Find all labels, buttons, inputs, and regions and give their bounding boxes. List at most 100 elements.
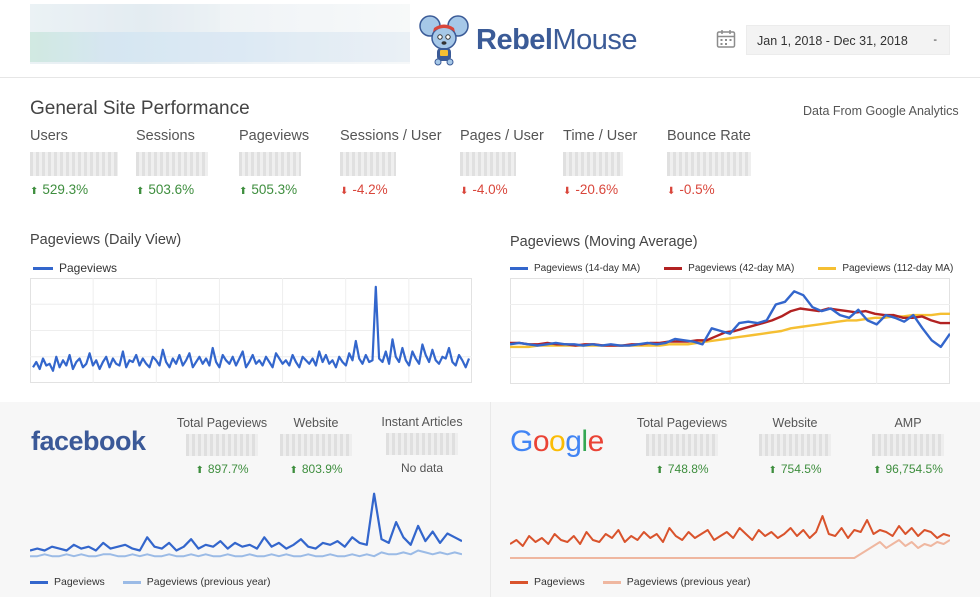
kpi-change-value: -0.5% xyxy=(679,182,715,197)
pageviews-series-line xyxy=(30,492,462,552)
legend-swatch xyxy=(664,266,683,270)
legend-swatch xyxy=(602,580,621,584)
redacted-value xyxy=(280,434,352,456)
kpi-time-per-user: Time / User ⬇ -20.6% xyxy=(563,128,637,197)
kpi-change: ⬆ 505.3% xyxy=(239,182,301,197)
arrow-up-icon: ⬆ xyxy=(655,465,664,476)
redacted-value xyxy=(386,433,458,455)
fb-website: Website ⬆ 803.9% xyxy=(276,416,356,476)
kpi-pages-per-user: Pages / User ⬇ -4.0% xyxy=(460,128,544,197)
legend-item-112day[interactable]: Pageviews (112-day MA) xyxy=(818,263,953,274)
kpi-change-value: -20.6% xyxy=(575,182,619,197)
legend-item-42day[interactable]: Pageviews (42-day MA) xyxy=(664,263,794,274)
metric-change-value: 754.5% xyxy=(780,462,822,476)
ma-chart-title: Pageviews (Moving Average) xyxy=(510,234,698,250)
brand-wordmark: RebelMouse xyxy=(476,23,638,57)
metric-change: ⬆ 96,754.5% xyxy=(868,462,948,476)
section-title: General Site Performance xyxy=(30,98,250,119)
arrow-up-icon: ⬆ xyxy=(873,465,882,476)
metric-change: ⬆ 754.5% xyxy=(753,462,837,476)
google-letter: G xyxy=(510,425,533,458)
kpi-bounce-rate: Bounce Rate ⬇ -0.5% xyxy=(667,128,751,197)
ma-14day-series-line xyxy=(510,290,950,349)
redacted-value xyxy=(563,152,623,176)
legend-swatch xyxy=(30,580,48,584)
redacted-value xyxy=(759,434,831,456)
kpi-change: ⬇ -0.5% xyxy=(667,182,751,197)
chevron-down-icon: - xyxy=(933,34,937,46)
daily-chart-title: Pageviews (Daily View) xyxy=(30,232,182,248)
fb-total-pageviews: Total Pageviews ⬆ 897.7% xyxy=(172,416,272,476)
arrow-up-icon: ⬆ xyxy=(239,186,248,197)
redacted-value xyxy=(646,434,718,456)
daily-pageviews-chart[interactable] xyxy=(30,278,472,383)
legend-item-previous-year[interactable]: Pageviews (previous year) xyxy=(122,576,271,588)
arrow-down-icon: ⬇ xyxy=(667,186,676,197)
daily-chart-legend[interactable]: Pageviews xyxy=(33,261,117,275)
redacted-value xyxy=(136,152,208,176)
redacted-value xyxy=(667,152,751,176)
brand-bold: Rebel xyxy=(476,23,553,56)
kpi-label: Pageviews xyxy=(239,128,310,144)
kpi-label: Sessions xyxy=(136,128,195,144)
legend-swatch xyxy=(510,266,528,270)
brand-logo[interactable]: RebelMouse xyxy=(418,14,638,66)
kpi-label: Pages / User xyxy=(460,128,544,144)
facebook-logo: facebook xyxy=(31,426,146,456)
kpi-label: Sessions / User xyxy=(340,128,442,144)
legend-swatch xyxy=(818,266,837,270)
legend-item-pageviews[interactable]: Pageviews xyxy=(30,576,105,588)
kpi-change-value: -4.0% xyxy=(472,182,508,197)
google-wordmark: Google xyxy=(510,425,604,458)
ma-chart-legend: Pageviews (14-day MA) Pageviews (42-day … xyxy=(510,263,953,274)
date-range-select[interactable]: Jan 1, 2018 - Dec 31, 2018 - xyxy=(746,25,950,55)
kpi-change: ⬇ -20.6% xyxy=(563,182,623,197)
kpi-users: Users ⬆ 529.3% xyxy=(30,128,118,197)
google-amp: AMP ⬆ 96,754.5% xyxy=(868,416,948,476)
kpi-pageviews: Pageviews ⬆ 505.3% xyxy=(239,128,310,197)
arrow-down-icon: ⬇ xyxy=(340,186,349,197)
kpi-label: Users xyxy=(30,128,68,144)
pageviews-series-line xyxy=(32,285,471,372)
google-pageviews-chart[interactable] xyxy=(510,510,950,560)
kpi-change: ⬇ -4.0% xyxy=(460,182,516,197)
metric-label: Instant Articles xyxy=(381,415,463,429)
google-letter: e xyxy=(587,425,605,458)
redacted-value xyxy=(30,152,118,176)
panel-divider xyxy=(490,402,491,597)
mouse-mascot-icon xyxy=(419,15,469,66)
legend-item-pageviews[interactable]: Pageviews xyxy=(510,576,585,588)
legend-swatch xyxy=(33,266,53,270)
kpi-change-value: 529.3% xyxy=(42,182,89,197)
brand-light: Mouse xyxy=(552,23,638,56)
previous-year-series-line xyxy=(30,549,462,558)
legend-label: Pageviews (14-day MA) xyxy=(534,263,641,274)
google-letter: o xyxy=(549,425,566,458)
legend-label: Pageviews (previous year) xyxy=(626,576,751,588)
google-logo: Google xyxy=(510,425,604,459)
legend-label: Pageviews (112-day MA) xyxy=(842,263,954,274)
date-range-value: Jan 1, 2018 - Dec 31, 2018 xyxy=(757,34,908,48)
metric-change-value: No data xyxy=(400,461,444,475)
google-letter: o xyxy=(532,425,550,458)
arrow-up-icon: ⬆ xyxy=(289,465,298,476)
metric-label: Website xyxy=(772,416,818,430)
facebook-chart-legend: Pageviews Pageviews (previous year) xyxy=(30,576,271,588)
facebook-pageviews-chart[interactable] xyxy=(30,488,462,560)
moving-average-chart[interactable] xyxy=(510,278,950,384)
previous-year-series-line xyxy=(510,539,950,559)
arrow-up-icon: ⬆ xyxy=(768,465,777,476)
metric-change: ⬆ 897.7% xyxy=(172,462,272,476)
legend-item-14day[interactable]: Pageviews (14-day MA) xyxy=(510,263,640,274)
metric-change-value: 96,754.5% xyxy=(885,462,943,476)
legend-item-previous-year[interactable]: Pageviews (previous year) xyxy=(602,576,751,588)
header: RebelMouse Jan 1, 2018 - Dec 31, 2018 - xyxy=(0,0,980,78)
legend-label: Pageviews xyxy=(54,576,105,588)
metric-label: Website xyxy=(293,416,339,430)
kpi-sessions: Sessions ⬆ 503.6% xyxy=(136,128,208,197)
redacted-value xyxy=(872,434,944,456)
kpi-label: Bounce Rate xyxy=(667,128,751,144)
kpi-change-value: 503.6% xyxy=(148,182,195,197)
arrow-up-icon: ⬆ xyxy=(30,186,39,197)
calendar-icon[interactable] xyxy=(716,29,736,49)
